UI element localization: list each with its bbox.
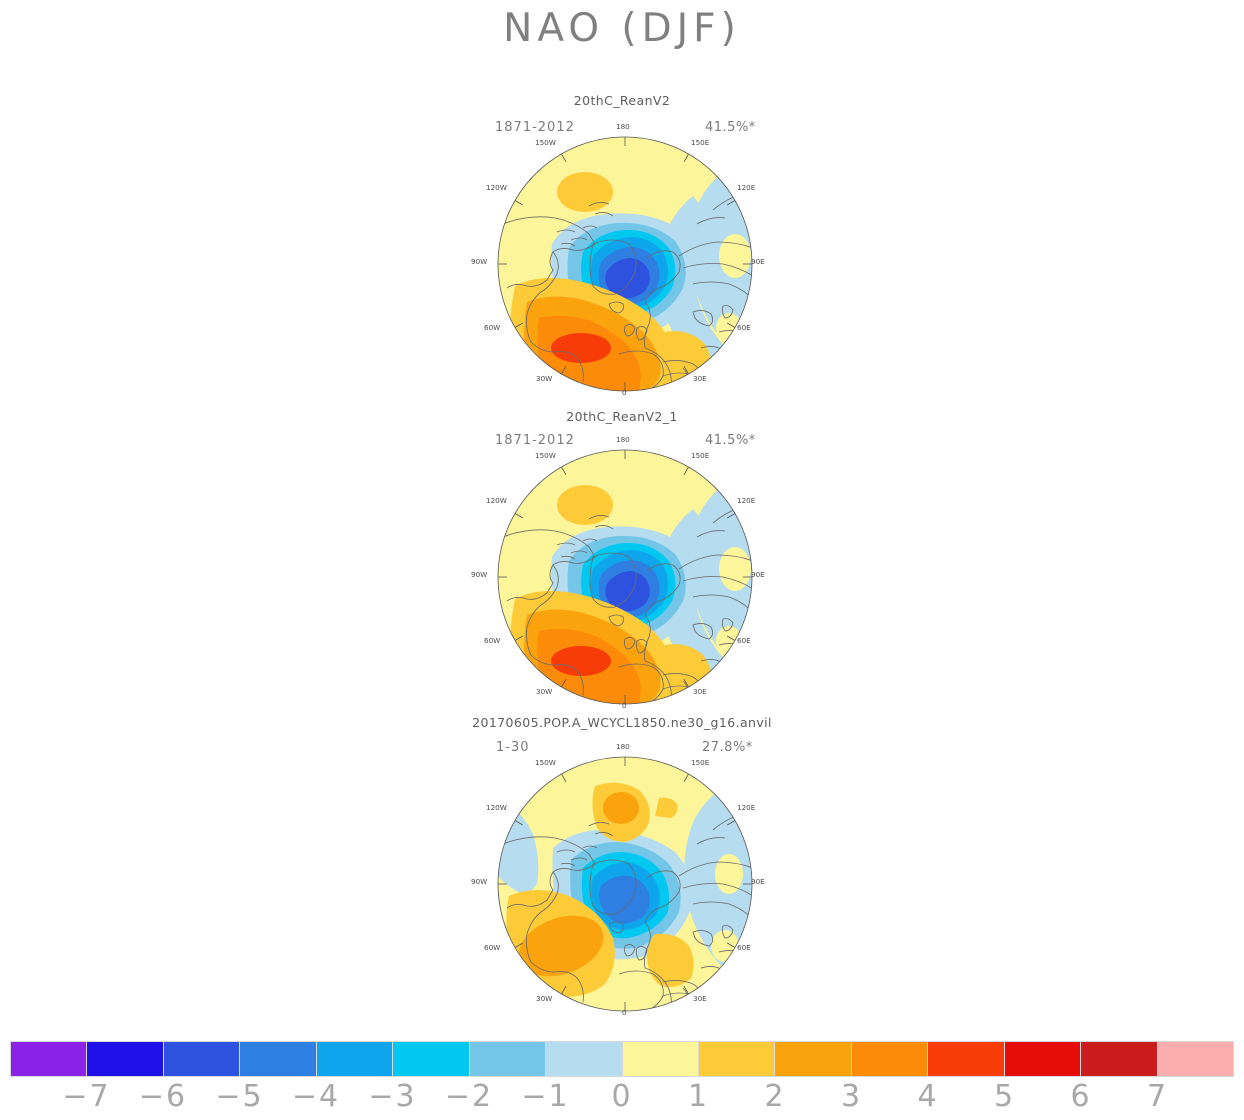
colorbar-segment-1 [86,1041,164,1077]
colorbar-tick-label: −2 [444,1079,494,1114]
panel-title: 20thC_ReanV2_1 [566,409,678,424]
lon-label-150E: 150E [691,138,710,147]
page-title: NAO (DJF) [503,6,741,51]
lon-label-30W: 30W [536,994,553,1003]
lon-label-180: 180 [616,435,630,444]
lon-label-180: 180 [616,742,630,751]
colorbar-segment-8 [621,1041,699,1077]
lon-label-90E: 90E [751,877,765,886]
lon-label-0: 0 [622,388,627,397]
panel-variance: 27.8%* [702,740,753,755]
colorbar-segment-9 [697,1041,776,1077]
lon-label-30W: 30W [536,374,553,383]
nao-map-1: 180 150W 120W 90W 60W 30W 0 30E 60E 90E … [471,122,765,397]
colorbar [10,1041,1234,1077]
lon-label-150W: 150W [535,451,556,460]
nao-map-3: 180 150W 120W 90W 60W 30W 0 30E 60E 90E … [471,742,765,1017]
panel-title: 20170605.POP.A_WCYCL1850.ne30_g16.anvil [472,715,772,730]
panel-period: 1871-2012 [495,120,575,135]
map-svg [497,136,753,392]
colorbar-tick-label: 7 [1146,1079,1169,1114]
lon-label-60W: 60W [484,323,501,332]
lon-label-90W: 90W [471,877,488,886]
lon-label-30W: 30W [536,687,553,696]
colorbar-tick-label: −1 [521,1079,570,1114]
colorbar-tick-label: 5 [993,1079,1016,1114]
lon-label-30E: 30E [693,994,707,1003]
lon-label-0: 0 [622,701,627,710]
lon-label-120E: 120E [737,496,756,505]
colorbar-segment-5 [392,1041,470,1077]
lon-label-150E: 150E [691,451,710,460]
colorbar-segment-3 [239,1041,317,1077]
lon-label-120E: 120E [737,803,756,812]
lon-label-90E: 90E [751,257,765,266]
colorbar-segment-13 [1003,1041,1082,1077]
colorbar-segment-11 [850,1041,929,1077]
nao-map-2: 180 150W 120W 90W 60W 30W 0 30E 60E 90E … [471,435,765,710]
colorbar-segment-2 [162,1041,241,1077]
colorbar-segment-0 [10,1041,88,1077]
lon-label-90E: 90E [751,570,765,579]
colorbar-tick-label: −4 [291,1079,341,1114]
panel-variance: 41.5%* [705,120,756,135]
colorbar-tick-label: 6 [1070,1079,1092,1114]
lon-label-150W: 150W [535,758,556,767]
panel-period: 1871-2012 [495,433,575,448]
lon-label-90W: 90W [471,257,488,266]
colorbar-tick-label: −7 [62,1079,111,1114]
colorbar-segment-7 [545,1041,623,1077]
map-svg [497,449,753,705]
lon-label-120W: 120W [486,803,507,812]
colorbar-tick-label: 4 [917,1079,939,1114]
lon-label-120W: 120W [486,183,507,192]
lon-label-30E: 30E [693,374,707,383]
colorbar-tick-labels: −7 −6 −5 −4 −3 −2 −1 0 1 2 3 4 5 6 7 [0,1079,1244,1119]
lon-label-0: 0 [622,1008,627,1017]
panel-variance: 41.5%* [705,433,756,448]
lon-label-180: 180 [616,122,630,131]
lon-label-60E: 60E [737,943,751,952]
colorbar-tick-label: 2 [764,1079,786,1114]
lon-label-150E: 150E [691,758,710,767]
lon-label-60E: 60E [737,636,751,645]
colorbar-tick-label: −3 [368,1079,417,1114]
lon-label-60W: 60W [484,943,501,952]
colorbar-segment-10 [774,1041,852,1077]
panel-period: 1-30 [496,740,530,755]
lon-label-120E: 120E [737,183,756,192]
colorbar-tick-label: −5 [215,1079,264,1114]
colorbar-segment-4 [315,1041,394,1077]
colorbar-tick-label: 0 [611,1079,633,1114]
colorbar-segment-14 [1080,1041,1158,1077]
map-svg [497,756,753,1012]
colorbar-segment-6 [468,1041,547,1077]
panel-title: 20thC_ReanV2 [573,93,671,108]
colorbar-tick-label: 1 [687,1079,710,1114]
lon-label-150W: 150W [535,138,556,147]
lon-label-90W: 90W [471,570,488,579]
colorbar-segment-12 [927,1041,1005,1077]
colorbar-tick-label: 3 [840,1079,863,1114]
colorbar-tick-label: −6 [138,1079,188,1114]
lon-label-60W: 60W [484,636,501,645]
lon-label-30E: 30E [693,687,707,696]
lon-label-120W: 120W [486,496,507,505]
colorbar-segment-15 [1156,1041,1234,1077]
lon-label-60E: 60E [737,323,751,332]
